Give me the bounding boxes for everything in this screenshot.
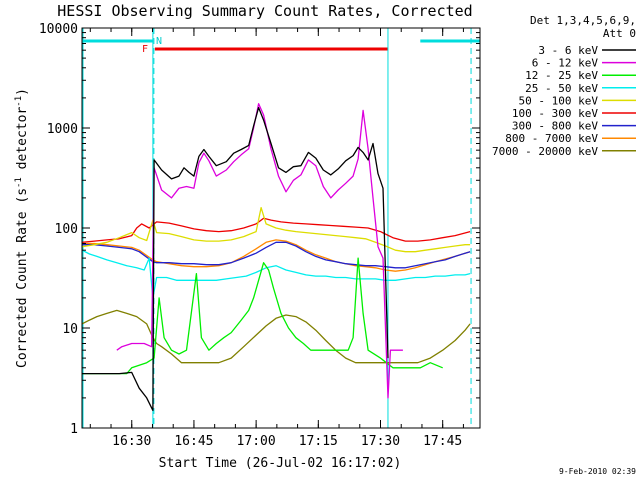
y-tick-label: 10 bbox=[62, 322, 78, 337]
night-label: N bbox=[156, 36, 162, 47]
series-line bbox=[116, 103, 403, 399]
chart-title: HESSI Observing Summary Count Rates, Cor… bbox=[57, 2, 472, 20]
timestamp: 9-Feb-2010 02:39 bbox=[559, 467, 636, 476]
y-tick-label: 100 bbox=[55, 222, 78, 237]
x-tick-label: 17:15 bbox=[299, 434, 338, 449]
y-tick-label: 10000 bbox=[39, 22, 78, 37]
x-tick-label: 17:45 bbox=[423, 434, 462, 449]
legend-label: 3 - 6 keV bbox=[538, 44, 598, 57]
legend-label: 6 - 12 keV bbox=[532, 57, 599, 70]
legend-label: 25 - 50 keV bbox=[525, 82, 598, 95]
legend-header-line-2: Att 0 bbox=[603, 27, 636, 40]
y-axis-label: Corrected Count Rate (s-1 detector-1) bbox=[14, 88, 30, 368]
x-tick-label: 16:45 bbox=[174, 434, 213, 449]
legend-label: 12 - 25 keV bbox=[525, 69, 598, 82]
series-layer bbox=[82, 103, 471, 412]
legend-label: 800 - 7000 keV bbox=[505, 132, 598, 145]
x-axis-label: Start Time (26-Jul-02 16:17:02) bbox=[159, 456, 402, 471]
x-tick-label: 17:00 bbox=[237, 434, 276, 449]
series-line bbox=[82, 217, 471, 243]
legend-header-line-1: Det 1,3,4,5,6,9, bbox=[530, 14, 636, 27]
legend-label: 300 - 800 keV bbox=[512, 120, 598, 133]
x-tick-label: 16:30 bbox=[112, 434, 151, 449]
flare-label: F bbox=[142, 44, 148, 55]
series-line bbox=[82, 206, 471, 253]
y-axis: 1 10 100 1000 10000 bbox=[39, 22, 480, 437]
series-line bbox=[82, 249, 471, 299]
series-line bbox=[82, 309, 471, 364]
x-tick-label: 17:30 bbox=[361, 434, 400, 449]
legend-label: 7000 - 20000 keV bbox=[492, 145, 598, 158]
y-tick-label: 1 bbox=[70, 422, 78, 437]
y-tick-label: 1000 bbox=[47, 122, 78, 137]
series-line bbox=[82, 257, 443, 375]
x-axis: 16:30 16:45 17:00 17:15 17:30 17:45 bbox=[89, 28, 464, 449]
legend-label: 50 - 100 keV bbox=[519, 94, 599, 107]
series-line bbox=[82, 106, 389, 412]
legend-label: 100 - 300 keV bbox=[512, 107, 598, 120]
